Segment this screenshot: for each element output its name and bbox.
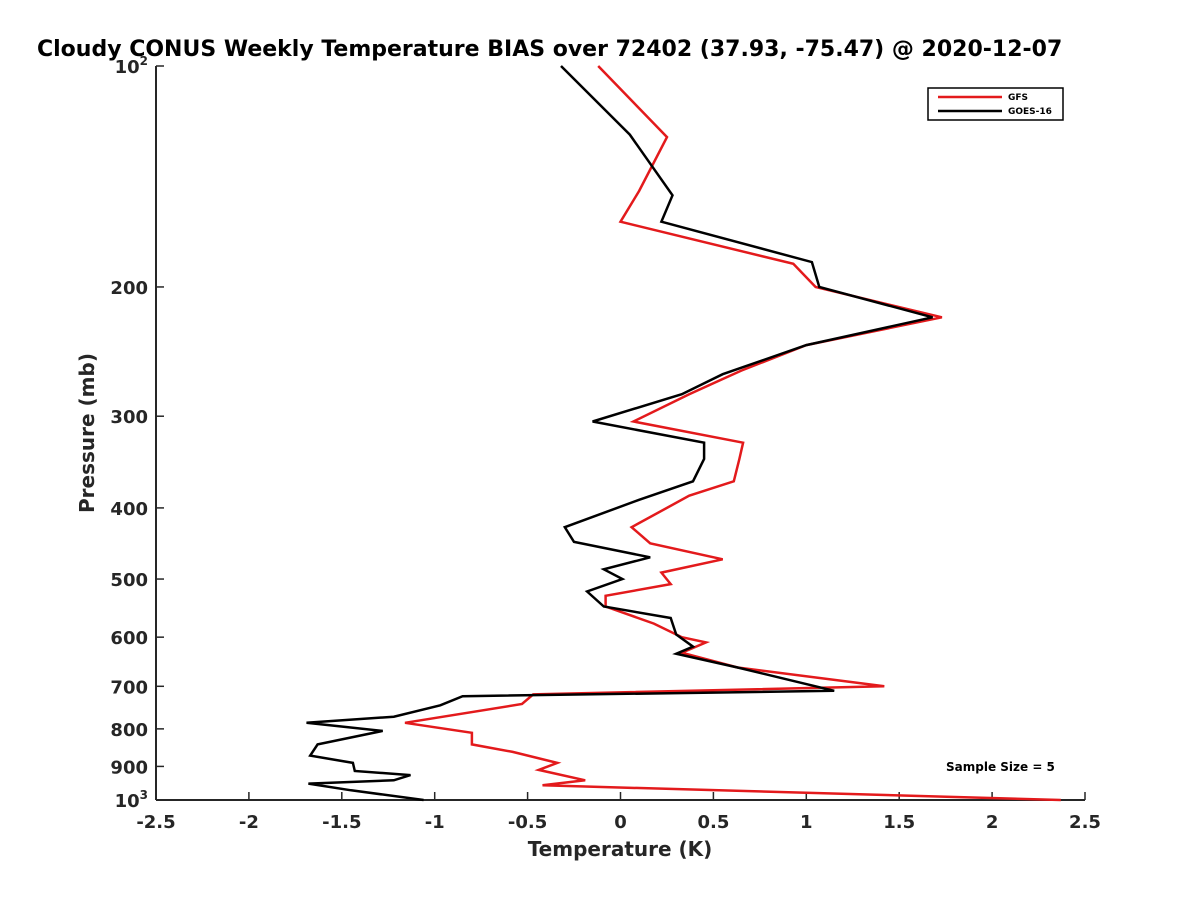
x-tick-label: -2	[239, 812, 259, 833]
sample-size-annotation: Sample Size = 5	[946, 760, 1055, 774]
legend: GFS GOES-16	[927, 87, 1064, 121]
x-tick-label: 0	[614, 812, 627, 833]
series-lines	[306, 65, 1061, 802]
y-tick-label: 103	[115, 788, 148, 812]
legend-label: GFS	[1008, 93, 1028, 103]
x-ticks: -2.5 -2 -1.5 -1 -0.5 0 0.5 1 1.5 2 2.5	[136, 792, 1101, 833]
y-axis-label: Pressure (mb)	[75, 353, 99, 513]
series-line-gfs	[404, 65, 1061, 802]
y-tick-label: 400	[110, 499, 148, 520]
y-tick-label: 500	[110, 570, 148, 591]
y-tick-label: 800	[110, 720, 148, 741]
y-ticks: 102 200 300 400 500 600 700 800 900 103	[110, 54, 164, 812]
x-tick-label: 2.5	[1069, 812, 1101, 833]
legend-box	[927, 87, 1064, 121]
chart-title: Cloudy CONUS Weekly Temperature BIAS ove…	[37, 37, 1062, 62]
x-tick-label: 0.5	[697, 812, 729, 833]
y-tick-label: 300	[110, 407, 148, 428]
axes	[155, 66, 1085, 801]
x-tick-label: 1.5	[883, 812, 915, 833]
y-tick-label: 600	[110, 628, 148, 649]
x-axis-label: Temperature (K)	[528, 837, 713, 861]
series-line-goes-16	[306, 65, 933, 802]
x-tick-label: 2	[986, 812, 999, 833]
y-tick-label: 102	[115, 54, 148, 78]
legend-label: GOES-16	[1008, 107, 1052, 117]
x-tick-label: -2.5	[136, 812, 175, 833]
y-tick-label: 200	[110, 278, 148, 299]
x-tick-label: -1.5	[322, 812, 361, 833]
y-tick-label: 900	[110, 757, 148, 778]
x-tick-label: -0.5	[508, 812, 547, 833]
x-tick-label: -1	[425, 812, 445, 833]
x-tick-label: 1	[800, 812, 813, 833]
y-tick-label: 700	[110, 677, 148, 698]
